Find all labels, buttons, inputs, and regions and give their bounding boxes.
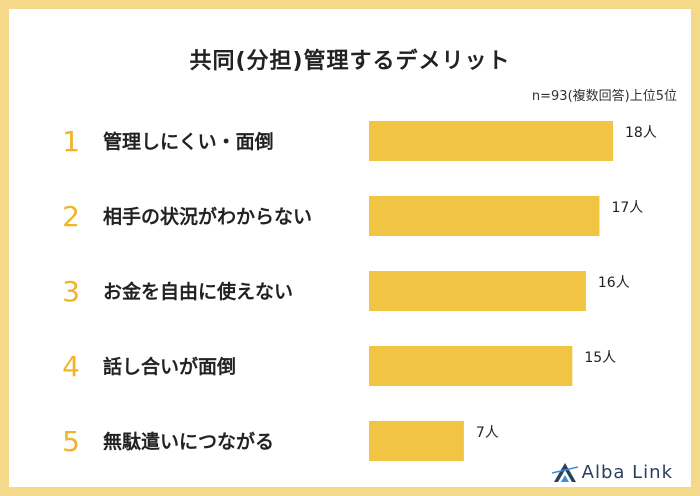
alba-link-logo-icon (551, 463, 578, 482)
bar (369, 121, 613, 161)
value-label: 16人 (598, 275, 630, 291)
rank-number: 3 (62, 275, 80, 308)
alba-link-logo: Alba Link (551, 461, 673, 483)
rank-number: 2 (62, 200, 80, 233)
category-label: 相手の状況がわからない (103, 205, 312, 228)
value-label: 18人 (625, 125, 657, 141)
sample-note: n=93(複数回答)上位5位 (531, 89, 677, 104)
bar (369, 271, 586, 311)
rank-number: 1 (62, 125, 80, 158)
value-label: 7人 (476, 425, 499, 441)
category-label: 話し合いが面倒 (103, 355, 236, 378)
value-label: 15人 (584, 350, 616, 366)
bar (369, 196, 600, 236)
rank-number: 4 (62, 350, 80, 383)
bar (369, 346, 573, 386)
category-label: 管理しにくい・面倒 (103, 130, 274, 153)
chart-title: 共同(分担)管理するデメリット (189, 49, 511, 74)
bar-chart: 1 管理しにくい・面倒 18人 2 相手の状況がわからない 17人 3 お金を自由に使えない 1… (62, 121, 657, 461)
category-label: お金を自由に使えない (103, 280, 293, 303)
chart-card: 共同(分担)管理するデメリット n=93(複数回答)上位5位 1 管理しにくい・面… (9, 9, 691, 487)
bar (369, 421, 464, 461)
value-label: 17人 (611, 200, 643, 216)
rank-number: 5 (62, 425, 80, 458)
logo-text: Alba Link (581, 461, 673, 483)
category-label: 無駄遣いにつながる (103, 430, 274, 453)
